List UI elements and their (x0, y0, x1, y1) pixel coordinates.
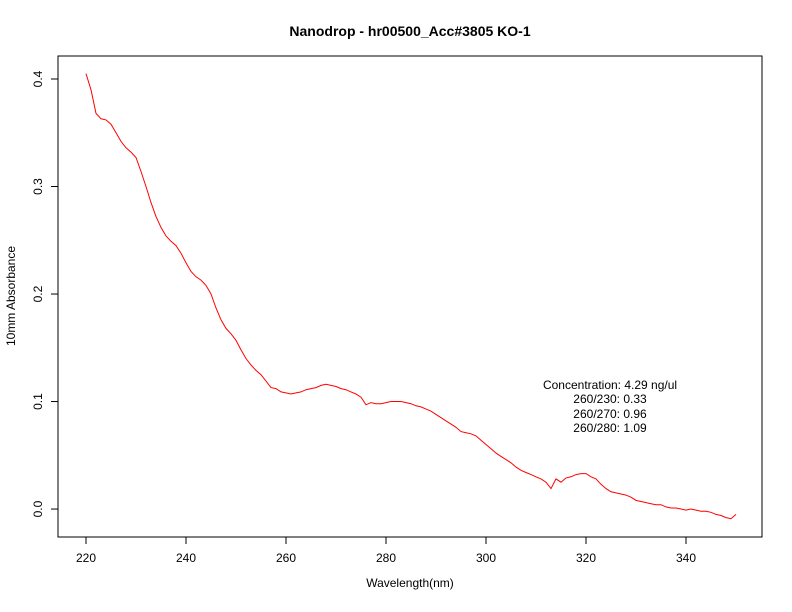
x-tick-label: 300 (476, 551, 496, 565)
y-tick-label: 0.0 (31, 500, 45, 517)
y-tick-label: 0.1 (31, 393, 45, 410)
annotation-260-270: 260/270: 0.96 (573, 407, 647, 421)
x-axis-label: Wavelength(nm) (366, 576, 454, 590)
chart-title: Nanodrop - hr00500_Acc#3805 KO-1 (289, 23, 530, 39)
x-axis: 220 240 260 280 300 320 340 (76, 537, 696, 565)
x-tick-label: 260 (276, 551, 296, 565)
x-tick-label: 320 (576, 551, 596, 565)
x-tick-label: 220 (76, 551, 96, 565)
y-tick-label: 0.3 (31, 178, 45, 195)
x-tick-label: 240 (176, 551, 196, 565)
measurement-annotation: Concentration: 4.29 ng/ul 260/230: 0.33 … (543, 378, 677, 435)
x-tick-label: 340 (676, 551, 696, 565)
y-axis-label: 10mm Absorbance (4, 246, 18, 346)
plot-frame (57, 55, 763, 538)
x-tick-label: 280 (376, 551, 396, 565)
annotation-concentration: Concentration: 4.29 ng/ul (543, 378, 677, 392)
y-tick-label: 0.4 (31, 70, 45, 87)
annotation-260-280: 260/280: 1.09 (573, 421, 647, 435)
y-tick-label: 0.2 (31, 285, 45, 302)
annotation-260-230: 260/230: 0.33 (573, 392, 647, 406)
y-axis: 0.0 0.1 0.2 0.3 0.4 (31, 70, 58, 517)
spectrum-line (85, 73, 737, 520)
